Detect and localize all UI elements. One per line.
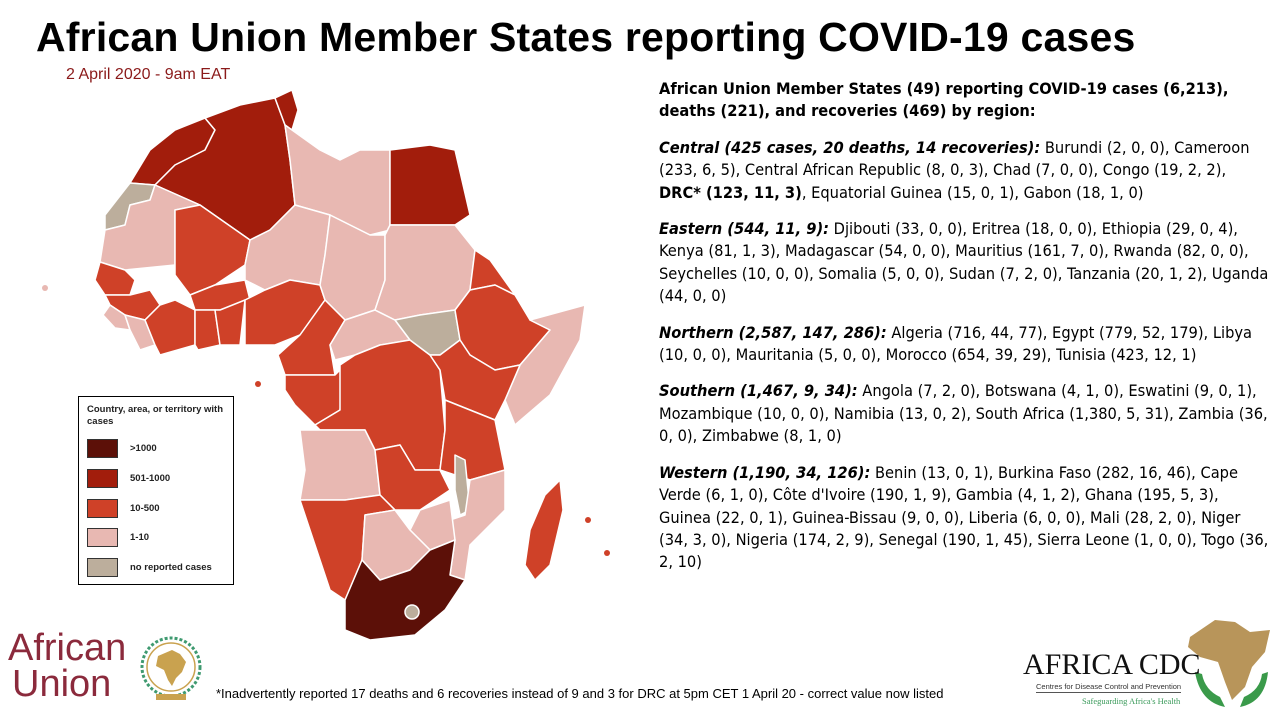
legend-label: 10-500 xyxy=(130,502,160,514)
region-central: Central (425 cases, 20 deaths, 14 recove… xyxy=(659,137,1269,204)
region-countries: Burundi (2, 0, 0), Cameroon (233, 6, 5),… xyxy=(659,137,1250,180)
legend-label: no reported cases xyxy=(130,561,212,573)
region-label: Eastern (544, 11, 9): xyxy=(659,219,830,239)
cdc-tagline: Safeguarding Africa's Health xyxy=(1082,696,1181,706)
cdc-subtitle: Centres for Disease Control and Preventi… xyxy=(1036,682,1182,693)
region-label: Northern (2,587, 147, 286): xyxy=(659,322,887,342)
region-southern: Southern (1,467, 9, 34): Angola (7, 2, 0… xyxy=(659,380,1269,447)
legend-label: 501-1000 xyxy=(130,472,171,484)
map-uganda-kenya xyxy=(429,339,521,421)
map-sierra-leone xyxy=(102,304,131,331)
map-lesotho xyxy=(404,604,420,620)
cdc-name: AFRICA CDC xyxy=(1023,648,1201,681)
region-countries: Angola (7, 2, 0), Botswana (4, 1, 0), Es… xyxy=(659,381,1268,446)
footnote: *Inadvertently reported 17 deaths and 6 … xyxy=(216,686,944,701)
region-countries: Djibouti (33, 0, 0), Eritrea (18, 0, 0),… xyxy=(659,219,1269,306)
african-union-logo: African Union xyxy=(8,627,213,705)
map-madagascar xyxy=(524,479,564,581)
map-ghana xyxy=(194,309,221,351)
region-countries: Benin (13, 0, 1), Burkina Faso (282, 16,… xyxy=(659,462,1269,572)
map-somalia xyxy=(504,304,586,426)
page-title: African Union Member States reporting CO… xyxy=(36,14,1136,60)
africa-cdc-logo: AFRICA CDC Centres for Disease Control a… xyxy=(1020,612,1275,712)
au-logo-text: African xyxy=(8,627,127,669)
summary-heading: African Union Member States (49) reporti… xyxy=(659,79,1229,121)
map-angola xyxy=(299,429,381,501)
legend-label: >1000 xyxy=(130,442,157,454)
map-liberia xyxy=(124,314,156,351)
region-summary: African Union Member States (49) reporti… xyxy=(659,78,1269,588)
region-label: Southern (1,467, 9, 34): xyxy=(659,381,858,401)
region-countries: Algeria (716, 44, 77), Egypt (779, 52, 1… xyxy=(659,322,1253,365)
report-date: 2 April 2020 - 9am EAT xyxy=(66,66,231,83)
legend-label: 1-10 xyxy=(130,531,150,543)
map-egypt xyxy=(389,144,471,226)
legend-item: no reported cases xyxy=(87,557,212,577)
africa-cdc-emblem-icon xyxy=(1188,620,1270,707)
region-western: Western (1,190, 34, 126): Benin (13, 0, … xyxy=(659,462,1269,574)
region-label: Central (425 cases, 20 deaths, 14 recove… xyxy=(659,137,1041,157)
region-northern: Northern (2,587, 147, 286): Algeria (716… xyxy=(659,322,1269,367)
legend-item: 1-10 xyxy=(87,527,149,547)
africa-map xyxy=(42,89,610,641)
map-legend: Country, area, or territory with cases >… xyxy=(78,396,234,585)
drc-entry: DRC* (123, 11, 3) xyxy=(659,182,802,202)
au-logo-text: Union xyxy=(12,663,112,705)
map-cameroon xyxy=(277,299,346,376)
legend-item: 10-500 xyxy=(87,498,160,518)
legend-item: 501-1000 xyxy=(87,468,170,488)
region-eastern: Eastern (544, 11, 9): Djibouti (33, 0, 0… xyxy=(659,218,1269,308)
legend-item: >1000 xyxy=(87,438,157,458)
map-tunisia xyxy=(274,89,299,131)
map-togo-benin xyxy=(214,299,246,346)
map-south-africa xyxy=(344,539,466,641)
region-label: Western (1,190, 34, 126): xyxy=(659,462,871,482)
legend-title: Country, area, or territory with cases xyxy=(87,404,224,427)
au-emblem-icon xyxy=(140,636,202,700)
region-countries: , Equatorial Guinea (15, 0, 1), Gabon (1… xyxy=(801,182,1144,202)
